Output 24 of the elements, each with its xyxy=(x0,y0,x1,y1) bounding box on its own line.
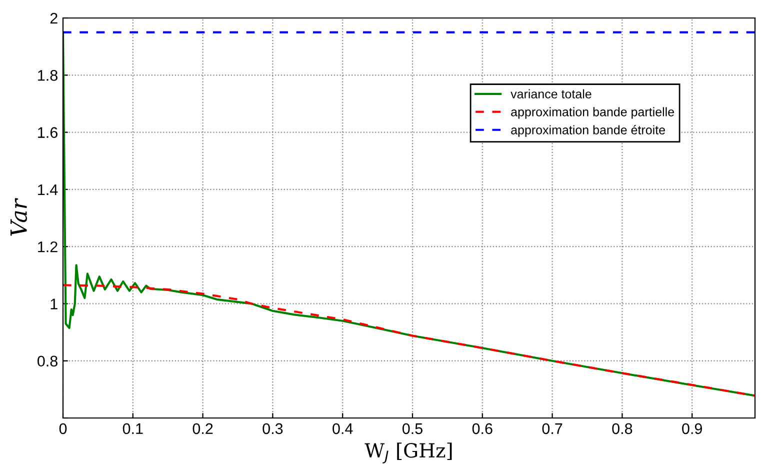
y-tick-label: 1 xyxy=(50,298,58,310)
x-tick-label: 0.8 xyxy=(612,423,632,434)
y-axis-title: Var xyxy=(10,198,28,236)
legend-label: approximation bande partielle xyxy=(511,107,674,119)
x-tick-label: 0.1 xyxy=(122,423,143,434)
y-tick-label: 1.6 xyxy=(38,127,58,138)
y-tick-label: 1.4 xyxy=(38,184,58,195)
x-tick-label: 0.3 xyxy=(262,423,283,434)
x-tick-label: 0 xyxy=(59,423,67,434)
x-tick-label: 0.7 xyxy=(542,423,562,434)
legend-label: variance totale xyxy=(510,89,592,98)
y-tick-label: 0.8 xyxy=(38,356,58,367)
x-tick-label: 0.6 xyxy=(472,423,492,434)
y-tick-label: 2 xyxy=(50,12,58,24)
x-tick-label: 0.5 xyxy=(402,423,422,434)
y-tick-label: 1.2 xyxy=(38,241,58,252)
x-tick-label: 0.4 xyxy=(332,423,353,434)
legend-label: approximation bande étroite xyxy=(511,125,665,137)
x-axis-title: W$_{J}$ [GHz] xyxy=(364,442,452,464)
line-series xyxy=(63,284,755,397)
line-series xyxy=(63,31,755,397)
x-tick-label: 0.9 xyxy=(682,423,702,434)
x-tick-label: 0.2 xyxy=(192,423,213,434)
y-tick-label: 1.8 xyxy=(38,70,58,81)
